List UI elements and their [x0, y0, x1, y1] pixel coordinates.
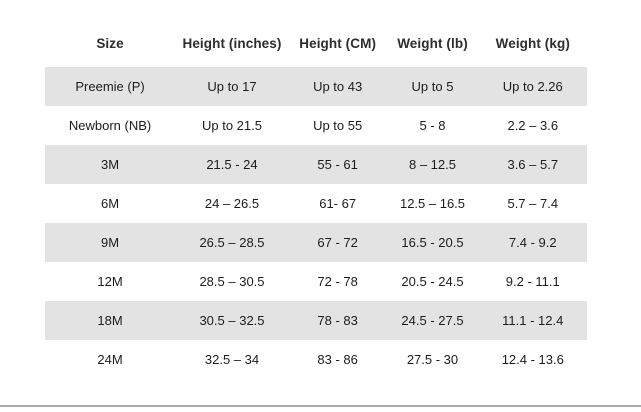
column-header-weight-lb: Weight (lb) [397, 36, 468, 51]
table-row: 24M 32.5 – 34 83 - 86 27.5 - 30 12.4 - 1… [45, 340, 587, 379]
column-header-size: Size [96, 36, 124, 51]
table-row: Preemie (P) Up to 17 Up to 43 Up to 5 Up… [45, 67, 587, 106]
cell-weight-kg: 2.2 – 3.6 [507, 118, 559, 133]
cell-size: 3M [101, 157, 120, 172]
column-header-height-cm: Height (CM) [299, 36, 377, 51]
cell-height-cm: 55 - 61 [317, 157, 358, 172]
size-chart: Size Height (inches) Height (CM) Weight … [45, 20, 587, 379]
cell-weight-kg: 9.2 - 11.1 [505, 274, 560, 289]
cell-height-inches: Up to 21.5 [201, 118, 262, 133]
cell-weight-kg: 7.4 - 9.2 [508, 235, 557, 250]
cell-weight-lb: 20.5 - 24.5 [401, 274, 464, 289]
column-header-weight-kg: Weight (kg) [495, 36, 570, 51]
table-row: 12M 28.5 – 30.5 72 - 78 20.5 - 24.5 9.2 … [45, 262, 587, 301]
cell-weight-lb: 8 – 12.5 [409, 157, 456, 172]
table-row: 6M 24 – 26.5 61- 67 12.5 – 16.5 5.7 – 7.… [45, 184, 587, 223]
cell-height-cm: 67 - 72 [317, 235, 358, 250]
cell-weight-lb: 12.5 – 16.5 [399, 196, 466, 211]
page-bottom-divider [0, 405, 641, 407]
cell-size: Preemie (P) [75, 79, 145, 94]
cell-height-inches: 28.5 – 30.5 [199, 274, 265, 289]
cell-height-inches: 26.5 – 28.5 [199, 235, 265, 250]
cell-height-cm: 72 - 78 [317, 274, 358, 289]
header-row: Size Height (inches) Height (CM) Weight … [45, 20, 587, 67]
cell-height-inches: 30.5 – 32.5 [199, 313, 265, 328]
cell-weight-lb: 5 - 8 [419, 118, 446, 133]
cell-height-inches: 21.5 - 24 [206, 157, 258, 172]
table-row: Newborn (NB) Up to 21.5 Up to 55 5 - 8 2… [45, 106, 587, 145]
cell-height-cm: Up to 43 [313, 79, 363, 94]
size-chart-table: Size Height (inches) Height (CM) Weight … [45, 20, 587, 379]
cell-size: 6M [101, 196, 120, 211]
cell-weight-lb: Up to 5 [411, 79, 454, 94]
cell-height-cm: 83 - 86 [317, 352, 358, 367]
cell-weight-lb: 27.5 - 30 [406, 352, 459, 367]
cell-size: Newborn (NB) [68, 118, 152, 133]
cell-size: 12M [97, 274, 123, 289]
cell-weight-lb: 24.5 - 27.5 [401, 313, 464, 328]
cell-size: 24M [97, 352, 123, 367]
cell-weight-kg: 11.1 - 12.4 [502, 313, 564, 328]
cell-size: 9M [101, 235, 120, 250]
table-row: 3M 21.5 - 24 55 - 61 8 – 12.5 3.6 – 5.7 [45, 145, 587, 184]
column-header-height-inches: Height (inches) [182, 36, 282, 51]
cell-size: 18M [97, 313, 123, 328]
cell-weight-lb: 16.5 - 20.5 [401, 235, 464, 250]
cell-height-inches: Up to 17 [207, 79, 257, 94]
cell-height-inches: 24 – 26.5 [204, 196, 260, 211]
table-row: 18M 30.5 – 32.5 78 - 83 24.5 - 27.5 11.1… [45, 301, 587, 340]
cell-height-inches: 32.5 – 34 [204, 352, 260, 367]
cell-weight-kg: 3.6 – 5.7 [507, 157, 559, 172]
cell-height-cm: 78 - 83 [317, 313, 358, 328]
cell-weight-kg: Up to 2.26 [502, 79, 563, 94]
table-row: 9M 26.5 – 28.5 67 - 72 16.5 - 20.5 7.4 -… [45, 223, 587, 262]
cell-height-cm: Up to 55 [313, 118, 363, 133]
cell-weight-kg: 5.7 – 7.4 [507, 196, 559, 211]
cell-weight-kg: 12.4 - 13.6 [501, 352, 564, 367]
cell-height-cm: 61- 67 [319, 196, 357, 211]
